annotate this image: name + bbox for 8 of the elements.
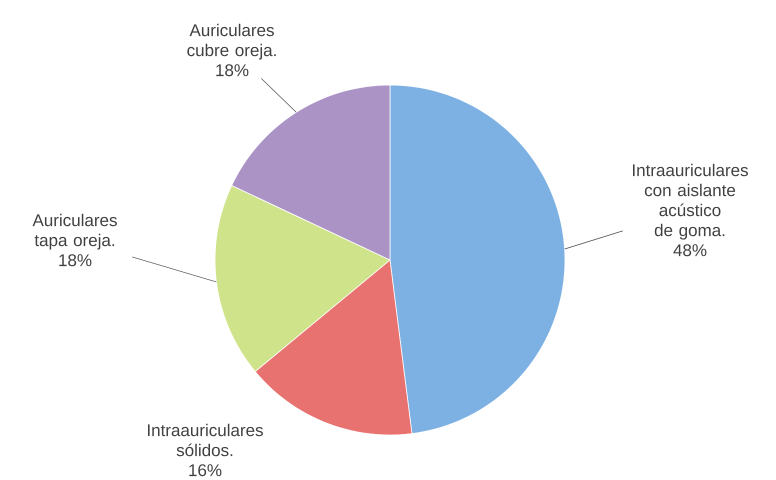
data-label: 18% xyxy=(216,64,248,76)
data-label: 16% xyxy=(189,464,222,476)
slice-label: Auriculares tapa oreja. xyxy=(32,214,117,250)
data-label: 48% xyxy=(673,244,706,256)
data-label: 18% xyxy=(59,254,92,266)
slice-label: Auriculares cubre oreja. xyxy=(187,24,276,60)
slice-label: Intraauriculares sólidos. xyxy=(148,424,263,456)
slice-label: Intraauriculares con aislante acústico de goma. xyxy=(632,164,748,240)
